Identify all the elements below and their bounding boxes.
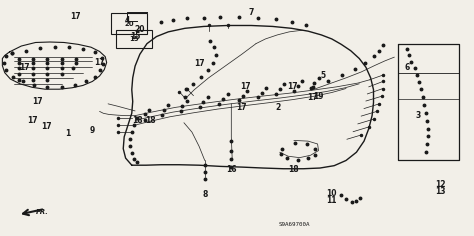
Text: 18: 18 <box>289 165 299 174</box>
Text: 6: 6 <box>404 63 410 72</box>
Text: 3: 3 <box>415 111 421 120</box>
Text: 17: 17 <box>240 82 251 91</box>
Bar <box>116 30 152 48</box>
Text: 12: 12 <box>436 180 446 189</box>
Text: 15: 15 <box>129 36 139 42</box>
Text: 8: 8 <box>202 190 208 199</box>
Text: 17: 17 <box>308 93 318 102</box>
Text: 18: 18 <box>132 116 143 125</box>
Text: 18: 18 <box>146 116 156 125</box>
Text: 15: 15 <box>130 32 140 41</box>
Text: 2: 2 <box>275 103 281 112</box>
Text: S9A69700A: S9A69700A <box>278 222 310 227</box>
Text: 13: 13 <box>436 187 446 196</box>
Text: 17: 17 <box>19 63 30 72</box>
Text: 5: 5 <box>321 71 326 80</box>
Text: 17: 17 <box>32 97 42 106</box>
Text: 9: 9 <box>90 126 95 135</box>
Text: 19: 19 <box>313 92 324 101</box>
Text: 16: 16 <box>226 165 237 174</box>
Text: 17: 17 <box>194 59 204 68</box>
Text: 11: 11 <box>327 196 337 205</box>
Text: 4: 4 <box>124 16 130 25</box>
Text: 20: 20 <box>124 21 134 27</box>
Text: 20: 20 <box>135 25 145 34</box>
Text: 17: 17 <box>71 12 81 21</box>
Bar <box>111 13 147 34</box>
Text: 17: 17 <box>237 103 247 112</box>
Text: 17: 17 <box>94 58 105 67</box>
Text: 17: 17 <box>288 82 298 91</box>
Text: FR.: FR. <box>36 209 49 215</box>
Text: 1: 1 <box>64 129 70 138</box>
Text: 7: 7 <box>248 8 254 17</box>
Text: 17: 17 <box>27 116 37 125</box>
Text: 17: 17 <box>41 122 52 131</box>
Text: 10: 10 <box>327 189 337 198</box>
